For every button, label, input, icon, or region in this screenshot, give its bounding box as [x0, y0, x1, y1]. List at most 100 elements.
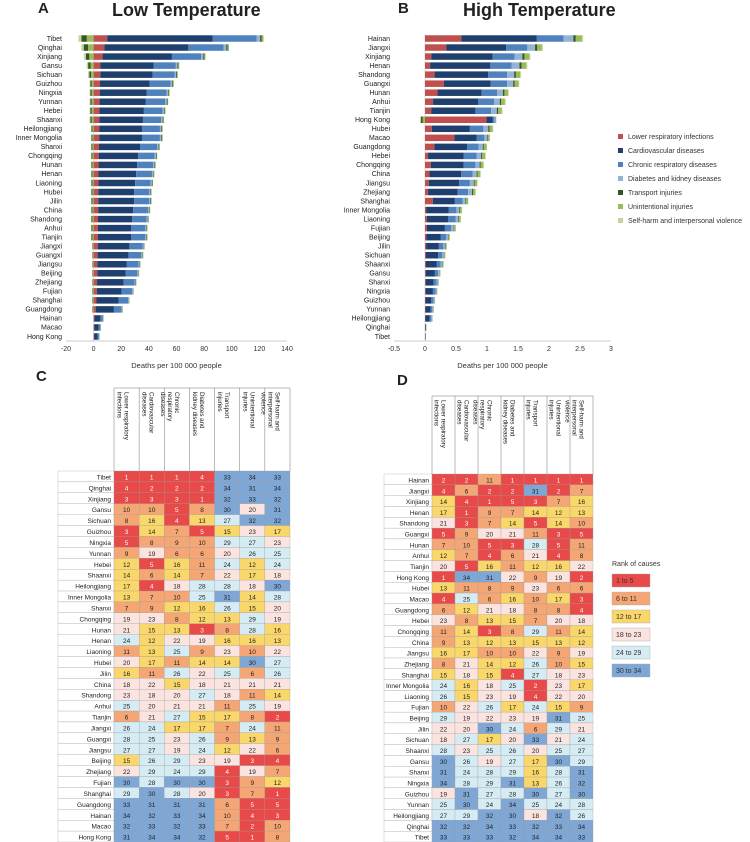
- rank-value-high-anhui-c6: 4: [557, 553, 561, 560]
- rank-value-high-jiangxi-c3: 2: [488, 488, 492, 495]
- row-label-low-tianjin: Tianjin: [92, 715, 111, 722]
- rank-value-high-liaoning-c7: 20: [578, 694, 586, 701]
- rank-value-high-ningxia-c6: 26: [555, 781, 563, 788]
- rank-value-low-guangdong-c7: 5: [276, 802, 280, 809]
- bar-high-shanxi-seg5: [437, 279, 439, 286]
- rank-value-low-zhejiang-c2: 29: [148, 769, 156, 776]
- rank-value-low-shaanxi-c2: 6: [150, 573, 154, 580]
- bar-low-gansu-seg4: [177, 62, 179, 69]
- rank-value-high-chongqing-c5: 29: [532, 629, 540, 636]
- rank-value-high-tianjin-c3: 16: [486, 564, 494, 571]
- bar-high-jilin-seg2: [438, 242, 444, 250]
- bar-high-chongqing-seg6: [483, 161, 484, 169]
- rank-legend-swatch-30-to-34: [611, 663, 651, 678]
- bar-low-henan-seg2: [136, 170, 152, 178]
- rank-value-low-shandong-c1: 23: [123, 693, 131, 700]
- rank-legend-label-12-to-17: 12 to 17: [616, 614, 641, 621]
- rank-value-high-xinjiang-c5: 3: [534, 499, 538, 506]
- rank-value-low-tibet-c7: 33: [274, 475, 282, 482]
- bar-high-chongqing-seg1: [430, 161, 464, 169]
- bar-low-hunan-seg3: [153, 161, 155, 169]
- rank-value-high-chongqing-c6: 11: [555, 629, 562, 636]
- bar-high-zhejiang-seg4: [472, 188, 473, 196]
- rank-value-low-liaoning-c6: 10: [249, 649, 257, 656]
- rank-value-low-hunan-c1: 21: [123, 627, 131, 634]
- rank-value-high-shanghai-c4: 4: [511, 672, 515, 679]
- row-label-low-xinjiang: Xinjiang: [88, 496, 112, 503]
- bar-low-hebei-neg1: [90, 107, 92, 115]
- rank-value-high-hebei-c4: 15: [509, 618, 517, 625]
- rank-value-low-beijing-c4: 23: [198, 758, 206, 765]
- bar-low-tianjin-neg1: [91, 233, 93, 241]
- rank-value-high-shanxi-c2: 24: [463, 770, 471, 777]
- rank-value-high-henan-c6: 12: [555, 510, 563, 517]
- rank-value-high-xinjiang-c1: 14: [440, 499, 448, 506]
- rank-value-high-inner-mongolia-c1: 24: [440, 683, 448, 690]
- y-category-label-high-liaoning: Liaoning: [364, 216, 391, 223]
- bar-high-hunan-seg0: [425, 89, 438, 96]
- rank-value-low-hunan-c2: 15: [148, 627, 156, 634]
- rank-value-low-shaanxi-c3: 14: [173, 573, 181, 580]
- rank-value-high-xinjiang-c4: 5: [511, 499, 515, 506]
- rank-value-low-inner-mongolia-c7: 28: [274, 595, 282, 602]
- rank-value-low-guangdong-c1: 33: [123, 802, 131, 809]
- bar-high-hainan-seg5: [575, 35, 582, 42]
- bar-low-inner-mongolia-seg2: [141, 134, 160, 142]
- bar-high-henan-seg6: [526, 62, 528, 69]
- bar-low-fujian-seg2: [121, 288, 133, 295]
- column-header-low-cardiovascular-diseases: Cardiovasculardiseases: [141, 392, 155, 433]
- y-category-label-high-qinghai: Qinghai: [366, 325, 391, 332]
- bar-low-jilin-seg0: [93, 197, 99, 205]
- bar-high-guizhou-seg1: [425, 297, 432, 304]
- rank-legend-swatch-1-to-5: [611, 573, 651, 588]
- rank-value-high-henan-c4: 7: [511, 510, 515, 517]
- rank-value-high-jilin-c4: 24: [509, 726, 517, 733]
- rank-value-low-henan-c2: 12: [148, 638, 156, 645]
- rank-value-low-inner-mongolia-c1: 13: [123, 595, 131, 602]
- bar-high-macao-seg3: [484, 134, 488, 142]
- rank-value-high-guangxi-c3: 20: [486, 532, 494, 539]
- rank-value-low-china-c3: 15: [173, 682, 181, 689]
- rank-value-high-gansu-c6: 30: [555, 759, 563, 766]
- rank-value-high-hunan-c7: 11: [578, 542, 585, 549]
- rank-value-low-macao-c4: 33: [198, 824, 206, 831]
- bar-low-shandong-neg1: [91, 215, 93, 223]
- bar-high-ningxia-seg2: [432, 288, 436, 295]
- rank-value-high-guangxi-c2: 9: [465, 532, 469, 539]
- rank-value-low-sichuan-c5: 27: [224, 518, 232, 525]
- y-category-label-high-tianjin: Tianjin: [370, 108, 390, 115]
- rank-value-low-tianjin-c7: 2: [276, 715, 280, 722]
- bar-high-jiangxi-seg3: [527, 44, 536, 51]
- bar-high-liaoning-seg2: [447, 215, 456, 223]
- bar-low-shanxi-neg0: [92, 143, 94, 151]
- bar-low-tibet-neg2: [78, 35, 82, 42]
- bar-low-shanghai-neg0: [93, 297, 94, 304]
- rank-value-low-hainan-c3: 33: [173, 813, 181, 820]
- rank-value-low-gansu-c2: 10: [148, 507, 156, 514]
- x-tick-label-low-100: 100: [226, 346, 238, 353]
- bar-high-hong-kong-seg2: [492, 116, 495, 124]
- row-label-high-guangdong: Guangdong: [395, 607, 429, 614]
- row-label-low-beijing: Beijing: [91, 758, 111, 765]
- bar-high-liaoning-seg0: [425, 215, 427, 223]
- rank-value-low-hong-kong-c2: 34: [148, 835, 156, 842]
- bar-high-shandong-seg0: [425, 71, 435, 78]
- row-label-low-fujian: Fujian: [93, 780, 111, 787]
- bar-low-shaanxi-neg0: [91, 116, 94, 124]
- bar-low-hong-kong-seg1: [94, 333, 98, 340]
- rank-value-high-hunan-c1: 7: [442, 542, 446, 549]
- bar-low-china-seg5: [149, 206, 151, 214]
- bar-high-liaoning-seg5: [458, 215, 461, 223]
- bar-low-gansu-seg1: [100, 62, 154, 69]
- bar-low-qinghai-neg1: [83, 44, 89, 51]
- bar-high-hubei-seg1: [431, 125, 470, 133]
- rank-value-high-macao-c2: 25: [463, 597, 471, 604]
- row-label-low-inner-mongolia: Inner Mongolia: [68, 595, 111, 602]
- row-label-low-guizhou: Guizhou: [87, 529, 112, 536]
- bar-low-gansu-neg1: [88, 62, 91, 69]
- bar-high-hong-kong-seg3: [494, 116, 496, 124]
- bar-low-guizhou-seg3: [170, 80, 173, 87]
- bar-low-heilongjiang-seg0: [93, 125, 100, 133]
- bar-low-gansu-seg5: [178, 62, 180, 69]
- rank-value-high-liaoning-c3: 23: [486, 694, 494, 701]
